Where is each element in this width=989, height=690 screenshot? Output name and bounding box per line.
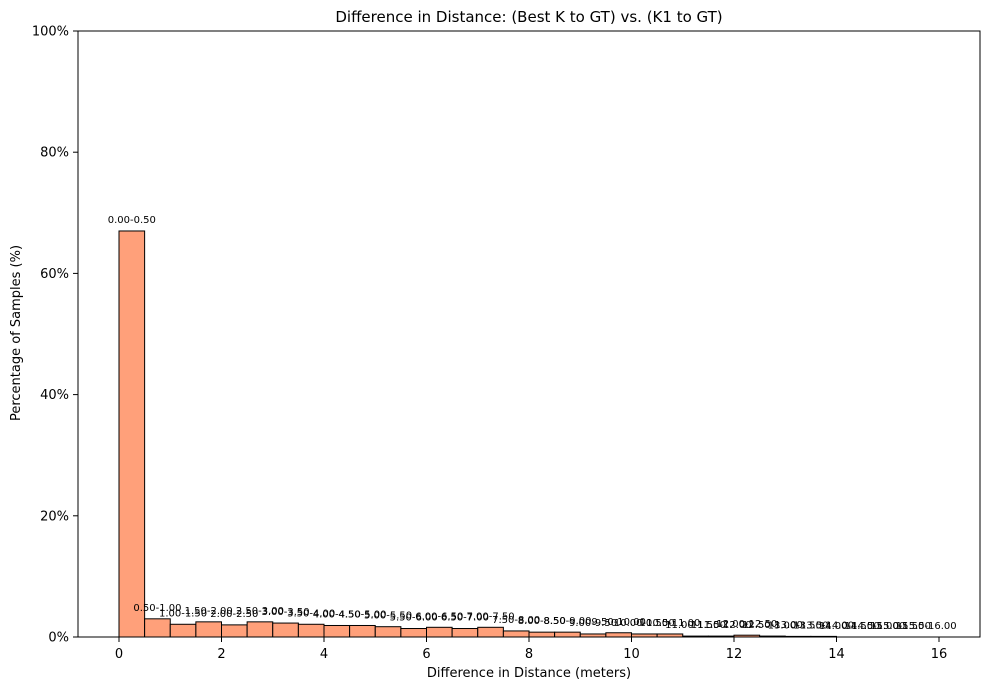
- bar-range-label: 9.50-10.00: [591, 617, 646, 628]
- bar-range-label: 0.00-0.50: [108, 215, 156, 226]
- histogram-bar: [169, 623, 197, 638]
- histogram-bar: [118, 230, 146, 638]
- bar-range-label: 9.00-9.50: [569, 618, 617, 629]
- bar-labels-group: 0.00-0.50 0.50-1.001.00-1.501.50-2.002.00…: [108, 215, 957, 632]
- histogram-bar: [144, 618, 171, 638]
- histogram-bar: [502, 630, 530, 638]
- bar-range-label: 5.50-6.00: [390, 613, 438, 624]
- histogram-bar: [451, 628, 479, 638]
- x-tick-label: 10: [623, 647, 640, 662]
- x-axis-label: Difference in Distance (meters): [427, 666, 631, 681]
- x-tick-label: 8: [525, 647, 533, 662]
- x-tick-label: 6: [422, 647, 430, 662]
- bar-range-label: 13.50-14.00: [793, 620, 854, 631]
- bars-group: [118, 230, 837, 638]
- bar-range-label: 6.50-7.00: [441, 613, 489, 624]
- histogram-bar: [323, 624, 351, 638]
- bar-range-label: 10.00-10.50: [614, 618, 675, 629]
- y-tick-label: 20%: [40, 509, 69, 524]
- x-tick-label: 2: [217, 647, 225, 662]
- bar-range-label: 14.50-15.00: [845, 621, 906, 632]
- histogram-bar: [374, 626, 402, 638]
- bar-range-label: 10.50-11.00: [640, 618, 701, 629]
- bar-range-label: 5.00-5.50: [364, 611, 412, 622]
- histogram-bar: [246, 621, 274, 638]
- bar-range-label: 7.50-8.00: [492, 615, 540, 626]
- bar-range-label: 8.50-9.00: [543, 616, 591, 627]
- bar-range-label: 7.00-7.50: [466, 611, 514, 622]
- y-tick-label: 40%: [40, 388, 69, 403]
- histogram-bar: [272, 622, 299, 638]
- histogram-bar: [297, 623, 325, 638]
- histogram-bar: [605, 632, 632, 638]
- chart-title: Difference in Distance: (Best K to GT) v…: [335, 8, 722, 26]
- bar-range-label: 13.00-13.50: [768, 620, 829, 631]
- bar-range-label: 8.00-8.50: [518, 616, 566, 627]
- histogram-bar: [195, 621, 222, 638]
- bar-range-label: 11.00-11.50: [665, 620, 726, 631]
- y-tick-label: 60%: [40, 267, 69, 282]
- bar-range-label: 15.00-15.50: [870, 621, 931, 632]
- bar-range-label: 1.50-2.00: [185, 606, 233, 617]
- histogram-bar: [349, 624, 376, 638]
- bar-range-label: 12.50-13.00: [742, 620, 803, 631]
- y-tick-label: 0%: [48, 631, 69, 646]
- histogram-bar: [426, 626, 453, 638]
- y-axis-label: Percentage of Samples (%): [9, 245, 24, 421]
- histogram-bar: [221, 624, 248, 638]
- bar-range-label: 1.00-1.50: [159, 608, 207, 619]
- bar-range-label: 11.50-12.00: [691, 620, 752, 631]
- bar-range-label: 2.50-3.00: [236, 606, 284, 617]
- y-axis-ticks: 0% 20% 40% 60% 80% 100%: [32, 25, 78, 646]
- bar-range-label: 6.00-6.50: [415, 611, 463, 622]
- x-tick-label: 0: [115, 647, 123, 662]
- histogram-bar: [528, 631, 556, 638]
- bar-range-label: 0.50-1.00: [133, 603, 181, 614]
- bar-range-label: 15.50-16.00: [896, 621, 957, 632]
- bar-range-label: 12.00-12.50: [716, 619, 777, 630]
- plot-area-frame: [77, 30, 981, 638]
- x-tick-label: 16: [931, 647, 948, 662]
- x-tick-label: 12: [726, 647, 743, 662]
- bar-range-label: 4.00-4.50: [313, 609, 361, 620]
- histogram-bar: [477, 626, 504, 638]
- bar-range-label: 3.50-4.00: [287, 608, 335, 619]
- histogram-bar: [400, 628, 427, 638]
- bar-range-label: 14.00-14.50: [819, 621, 880, 632]
- x-tick-label: 4: [320, 647, 328, 662]
- x-axis-ticks: 0 2 4 6 8 10 12 14 16: [115, 637, 947, 662]
- bar-range-label: 4.50-5.00: [338, 609, 386, 620]
- bar-range-label: 3.00-3.50: [261, 607, 309, 618]
- y-tick-label: 100%: [32, 25, 69, 40]
- x-tick-label: 14: [828, 647, 845, 662]
- y-tick-label: 80%: [40, 146, 69, 161]
- histogram-bar: [554, 631, 581, 638]
- bar-range-label: 2.00-2.50: [210, 609, 258, 620]
